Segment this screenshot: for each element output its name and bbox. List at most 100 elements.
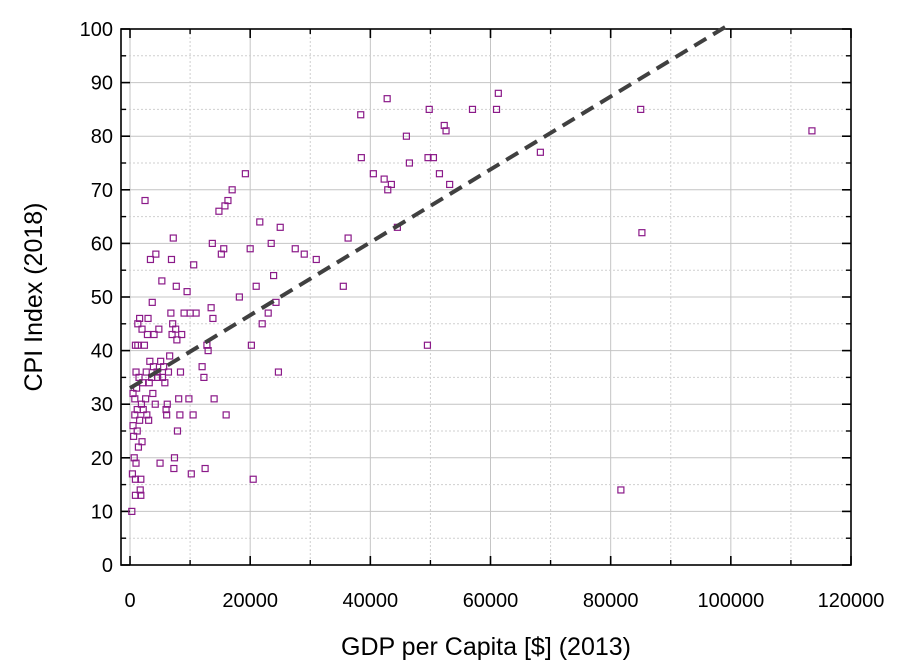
- data-point: [167, 255, 176, 264]
- data-point: [300, 250, 308, 258]
- data-point: [384, 186, 392, 194]
- data-point: [134, 341, 142, 349]
- data-point: [383, 95, 391, 103]
- data-point: [252, 282, 260, 290]
- data-point: [468, 105, 477, 114]
- data-point: [339, 282, 347, 290]
- data-point: [128, 507, 136, 515]
- data-point: [166, 352, 174, 360]
- data-point: [163, 400, 171, 408]
- data-point: [137, 491, 145, 499]
- x-tick-label: 100000: [697, 590, 764, 612]
- data-point: [440, 121, 448, 130]
- x-tick-label: 20000: [222, 590, 278, 612]
- data-point: [494, 89, 502, 97]
- data-point: [172, 325, 180, 333]
- data-point: [151, 400, 159, 408]
- x-tick-label: 60000: [463, 590, 519, 612]
- data-point: [134, 443, 143, 451]
- data-point: [344, 234, 352, 242]
- data-point: [208, 239, 216, 247]
- data-point: [638, 229, 646, 237]
- data-point: [276, 223, 284, 231]
- data-point: [134, 320, 142, 328]
- data-point: [138, 325, 146, 333]
- data-point: [169, 234, 177, 242]
- data-point: [222, 411, 230, 419]
- data-point: [249, 475, 257, 483]
- data-point: [387, 180, 395, 189]
- y-axis-title: CPI Index (2018): [20, 203, 48, 392]
- y-tick-label: 60: [91, 233, 113, 255]
- data-point: [405, 159, 413, 167]
- y-tick-label: 30: [91, 394, 113, 416]
- data-point: [235, 293, 243, 301]
- data-point: [189, 411, 197, 419]
- data-point: [136, 314, 144, 323]
- data-point: [142, 395, 150, 403]
- data-point: [139, 405, 147, 414]
- data-point: [267, 239, 275, 247]
- data-point: [167, 309, 175, 317]
- data-point: [808, 127, 816, 135]
- data-point: [156, 459, 164, 467]
- data-point: [187, 470, 195, 478]
- y-tick-label: 50: [91, 287, 113, 309]
- data-point: [149, 363, 158, 371]
- data-point: [138, 438, 146, 446]
- grid-lines: [121, 28, 852, 566]
- data-point: [425, 105, 433, 114]
- y-tick-label: 20: [91, 448, 113, 470]
- data-point: [161, 379, 169, 387]
- x-axis-title: GDP per Capita [$] (2013): [341, 633, 631, 661]
- data-point: [140, 341, 149, 349]
- data-point: [133, 427, 141, 435]
- data-point: [536, 148, 544, 156]
- y-tick-label: 90: [91, 73, 113, 95]
- data-point: [152, 250, 160, 258]
- data-point: [143, 411, 151, 419]
- data-point: [274, 368, 283, 376]
- data-point: [168, 330, 176, 339]
- data-point: [200, 373, 208, 381]
- data-point: [162, 405, 170, 414]
- data-point: [264, 309, 272, 317]
- y-tick-label: 100: [80, 19, 113, 41]
- data-point: [215, 207, 223, 215]
- x-tick-label: 0: [124, 590, 135, 612]
- data-points: [128, 89, 816, 515]
- data-point: [183, 288, 191, 296]
- data-point: [220, 245, 228, 253]
- data-point: [492, 105, 501, 114]
- data-point: [148, 298, 156, 306]
- data-point: [175, 395, 183, 403]
- data-point: [228, 186, 236, 194]
- data-point: [146, 255, 155, 264]
- data-point: [143, 330, 152, 339]
- y-tick-label: 40: [91, 341, 113, 363]
- data-point: [192, 309, 200, 317]
- data-point: [144, 314, 152, 323]
- data-point: [170, 464, 178, 473]
- data-point: [129, 422, 137, 430]
- x-tick-label: 40000: [343, 590, 399, 612]
- data-point: [149, 389, 157, 398]
- data-point: [209, 314, 217, 323]
- y-tick-label: 0: [102, 555, 113, 577]
- data-point: [170, 454, 179, 462]
- data-point: [137, 475, 145, 483]
- data-point: [201, 464, 209, 473]
- data-point: [142, 368, 150, 376]
- data-point: [180, 309, 188, 317]
- axis-ticks: [121, 28, 852, 566]
- data-point: [146, 357, 154, 365]
- data-point: [429, 154, 438, 162]
- data-point: [369, 170, 377, 178]
- data-point: [210, 395, 218, 403]
- data-point: [137, 400, 146, 408]
- data-point: [129, 389, 137, 398]
- data-point: [637, 105, 645, 114]
- data-point: [423, 341, 432, 349]
- data-point: [136, 416, 144, 424]
- data-point: [246, 245, 254, 253]
